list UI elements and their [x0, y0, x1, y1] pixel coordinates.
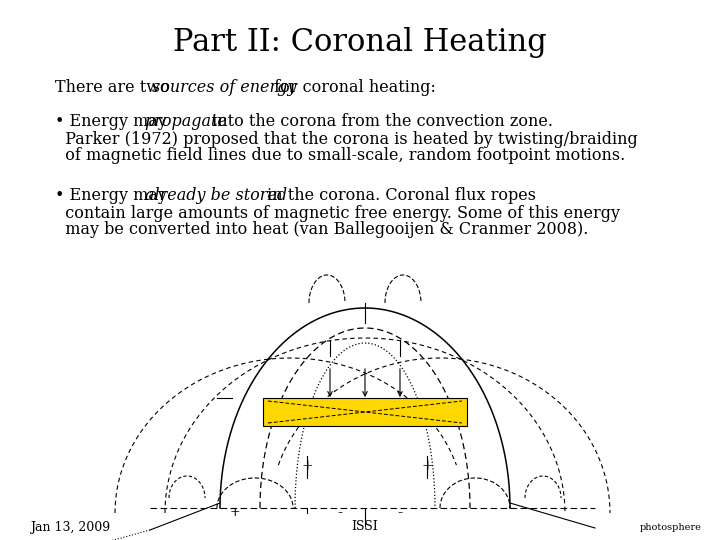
Text: photosphere: photosphere: [640, 523, 702, 531]
Text: ISSI: ISSI: [351, 521, 379, 534]
Text: Jan 13, 2009: Jan 13, 2009: [30, 521, 110, 534]
Text: already be stored: already be stored: [145, 187, 287, 205]
Text: may be converted into heat (van Ballegooijen & Cranmer 2008).: may be converted into heat (van Ballegoo…: [55, 221, 588, 239]
Bar: [263, 398, 467, 426]
Text: contain large amounts of magnetic free energy. Some of this energy: contain large amounts of magnetic free e…: [55, 205, 620, 221]
Text: in the corona. Coronal flux ropes: in the corona. Coronal flux ropes: [262, 187, 536, 205]
Text: Part II: Coronal Heating: Part II: Coronal Heating: [173, 26, 547, 57]
Text: -: -: [338, 506, 343, 520]
Text: into the corona from the convection zone.: into the corona from the convection zone…: [207, 113, 553, 131]
Text: Parker (1972) proposed that the corona is heated by twisting/braiding: Parker (1972) proposed that the corona i…: [55, 131, 638, 147]
Text: of magnetic field lines due to small-scale, random footpoint motions.: of magnetic field lines due to small-sca…: [55, 147, 625, 165]
Text: -: -: [397, 506, 402, 520]
Text: There are two: There are two: [55, 79, 175, 97]
Text: sources of energy: sources of energy: [152, 79, 296, 97]
Text: +: +: [421, 459, 433, 473]
Text: propagate: propagate: [145, 113, 228, 131]
Text: +: +: [230, 507, 240, 519]
Text: +: +: [301, 459, 312, 473]
Text: • Energy may: • Energy may: [55, 113, 172, 131]
Text: for coronal heating:: for coronal heating:: [269, 79, 436, 97]
Text: • Energy may: • Energy may: [55, 187, 172, 205]
